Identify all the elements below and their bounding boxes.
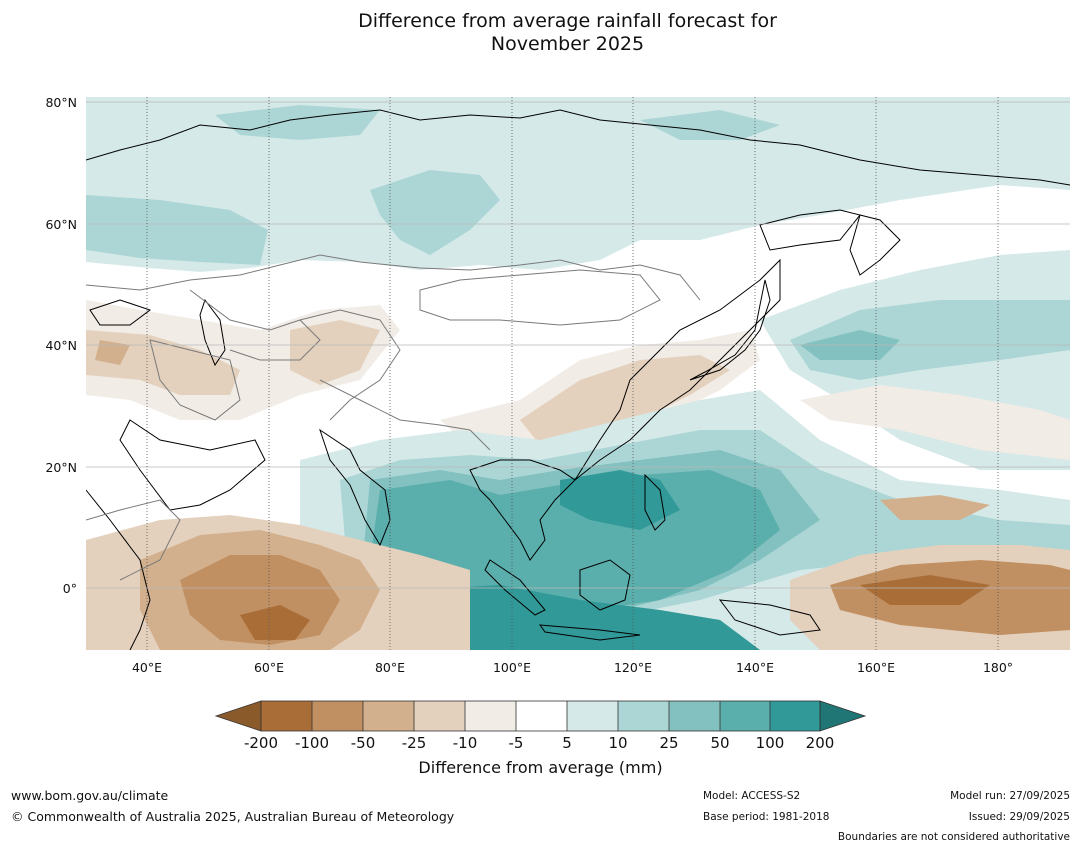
coastline-russia-arctic xyxy=(86,109,1070,186)
anomaly-region-tropical-wet-max-2 xyxy=(420,585,760,650)
axis-labels: 80°N 60°N 40°N 20°N 0° 40°E 60°E 80°E 10… xyxy=(45,95,1013,675)
lat-label-60: 60°N xyxy=(45,217,77,232)
border-africa xyxy=(86,499,181,581)
issued-date: Issued: 29/09/2025 xyxy=(968,811,1070,823)
colorbar-bin-2 xyxy=(312,701,363,731)
anomaly-region-siberia-mid-2 xyxy=(370,170,500,255)
coastline-borneo xyxy=(579,559,631,611)
colorbar-tick-label: -5 xyxy=(509,734,524,752)
copyright-text: © Commonwealth of Australia 2025, Austra… xyxy=(11,809,455,824)
coastline-east-asia xyxy=(574,258,781,481)
colorbar-tick-label: 5 xyxy=(562,734,572,752)
colorbar-tick-label: 200 xyxy=(806,734,835,752)
map-plot-area xyxy=(86,97,1070,650)
lat-label-0: 0° xyxy=(63,581,77,596)
model-name: Model: ACCESS-S2 xyxy=(703,790,801,802)
colorbar-tick-label: -200 xyxy=(244,734,278,752)
colorbar-bin-11 xyxy=(770,701,820,731)
colorbar-bin-6 xyxy=(516,701,567,731)
colorbar-tick-label: -25 xyxy=(402,734,427,752)
anomaly-region-east-china-dry xyxy=(520,355,730,445)
coastline-se-asia xyxy=(469,459,576,561)
graticule xyxy=(86,97,1070,650)
colorbar-extend-low xyxy=(214,700,262,732)
lon-label-120: 120°E xyxy=(614,660,652,675)
model-run-date: Model run: 27/09/2025 xyxy=(950,790,1070,802)
anomaly-region-east-siberia-light xyxy=(570,190,690,250)
country-borders xyxy=(86,254,701,581)
colorbar-title: Difference from average (mm) xyxy=(418,758,663,777)
coastline-india xyxy=(319,428,391,547)
colorbar-bin-1 xyxy=(261,701,312,731)
base-period: Base period: 1981-2018 xyxy=(703,811,830,823)
coastline-new-guinea xyxy=(718,599,821,636)
anomaly-region-arctic-mid-2 xyxy=(640,110,780,140)
colorbar-extend-high xyxy=(819,700,867,732)
website-link[interactable]: www.bom.gov.au/climate xyxy=(11,788,169,803)
colorbar-bin-3 xyxy=(363,701,414,731)
forecast-map: 80°N 60°N 40°N 20°N 0° 40°E 60°E 80°E 10… xyxy=(45,95,1070,675)
colorbar-bin-8 xyxy=(618,701,669,731)
lat-label-40: 40°N xyxy=(45,338,77,353)
lon-label-80: 80°E xyxy=(375,660,405,675)
border-china-west xyxy=(299,309,401,421)
coastline-japan xyxy=(689,279,771,381)
anomaly-field xyxy=(86,97,1070,650)
anomaly-region-siberia-mid xyxy=(86,195,268,265)
lon-label-100: 100°E xyxy=(493,660,531,675)
lon-label-60: 60°E xyxy=(254,660,284,675)
colorbar-dividers xyxy=(260,700,821,732)
colorbar-bin-7 xyxy=(567,701,618,731)
anomaly-region-pacific-dry-patch xyxy=(800,385,1070,460)
colorbar-tick-label: -50 xyxy=(351,734,376,752)
lat-label-20: 20°N xyxy=(45,460,77,475)
longitude-lines xyxy=(146,97,999,650)
coastline-java xyxy=(538,624,641,641)
colorbar-bin-4 xyxy=(414,701,465,731)
lon-label-40: 40°E xyxy=(132,660,162,675)
latitude-lines xyxy=(86,101,1070,589)
coastline-black-sea xyxy=(89,299,152,326)
anomaly-region-tropical-wet-max xyxy=(560,470,680,530)
anomaly-region-central-asia-dry-4 xyxy=(95,340,130,365)
coastlines xyxy=(86,109,1070,650)
colorbar-tick-label: -10 xyxy=(453,734,478,752)
coastline-philippines xyxy=(644,473,666,531)
coastline-caspian xyxy=(199,298,226,367)
lon-label-160: 160°E xyxy=(857,660,895,675)
colorbar-tick-label: 10 xyxy=(608,734,627,752)
title-line-2: November 2025 xyxy=(490,33,645,55)
boundaries-disclaimer: Boundaries are not considered authoritat… xyxy=(837,831,1070,843)
lon-label-140: 140°E xyxy=(736,660,774,675)
map-title: Difference from average rainfall forecas… xyxy=(0,10,1081,56)
colorbar-tick-label: 25 xyxy=(659,734,678,752)
colorbar-frame xyxy=(260,700,821,732)
coastline-sumatra xyxy=(484,559,546,616)
anomaly-region-central-asia-dry-3 xyxy=(290,320,380,385)
colorbar-ticks: -200 -100 -50 -25 -10 -5 5 10 25 50 100 … xyxy=(244,734,834,752)
colorbar: -200 -100 -50 -25 -10 -5 5 10 25 50 100 … xyxy=(214,700,867,752)
lon-label-180: 180° xyxy=(983,660,1013,675)
coastline-kamchatka xyxy=(849,214,901,276)
colorbar-bin-9 xyxy=(669,701,720,731)
border-russia-south xyxy=(86,254,701,301)
coastline-okhotsk xyxy=(759,209,861,251)
title-line-1: Difference from average rainfall forecas… xyxy=(358,10,777,32)
border-iran xyxy=(149,339,241,421)
coastline-arabia xyxy=(119,419,266,511)
colorbar-tick-label: -100 xyxy=(295,734,329,752)
colorbar-bin-5 xyxy=(465,701,516,731)
border-central-asia xyxy=(189,289,321,361)
border-india-north xyxy=(319,379,491,451)
anomaly-region-siberia-light xyxy=(86,97,1070,272)
coastline-africa xyxy=(86,489,151,650)
anomaly-region-spacific-dry-max xyxy=(860,575,990,605)
border-mongolia xyxy=(419,269,661,326)
anomaly-region-wio-dry-max xyxy=(240,605,310,640)
colorbar-tick-label: 100 xyxy=(756,734,785,752)
colorbar-bin-10 xyxy=(720,701,770,731)
anomaly-region-npacific-dry-patch xyxy=(880,495,990,520)
colorbar-tick-label: 50 xyxy=(710,734,729,752)
lat-label-80: 80°N xyxy=(45,95,77,110)
